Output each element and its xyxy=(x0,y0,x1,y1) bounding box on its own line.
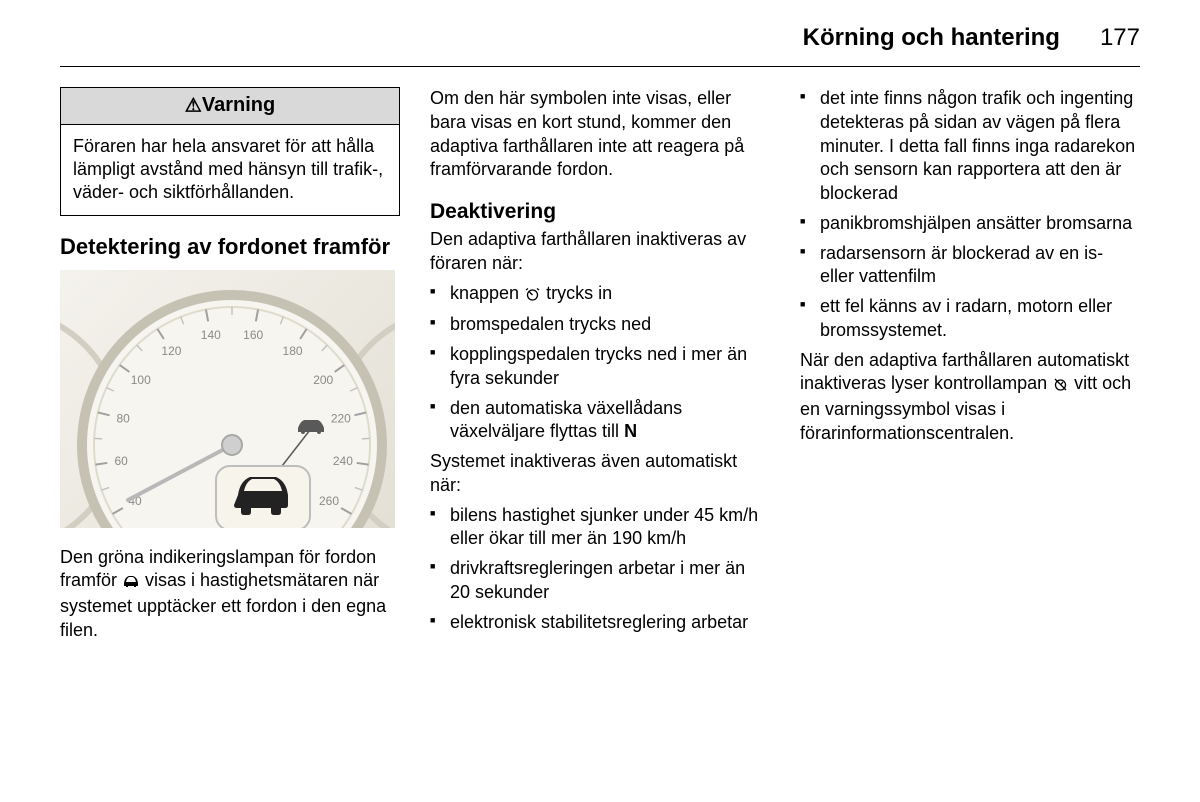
list-item: knappen trycks in xyxy=(430,282,770,308)
li3: kopplingspedalen trycks ned i mer än fyr… xyxy=(450,344,747,388)
list-item: radarsensorn är blockerad av en is- elle… xyxy=(800,242,1140,290)
warning-heading: ⚠Varning xyxy=(60,87,400,124)
section-title: Detektering av fordonet framför xyxy=(60,234,400,260)
warning-box: ⚠Varning Föraren har hela ansvaret för a… xyxy=(60,87,400,216)
list-item: bilens hastighet sjunker under 45 km/h e… xyxy=(430,504,770,552)
column-1: ⚠Varning Föraren har hela ansvaret för a… xyxy=(60,87,400,649)
svg-text:140: 140 xyxy=(201,328,221,342)
deactivation-list-1: knappen trycks in bromspedalen trycks ne… xyxy=(430,282,770,445)
svg-text:160: 160 xyxy=(243,328,263,342)
list-item: kopplingspedalen trycks ned i mer än fyr… xyxy=(430,343,770,391)
svg-text:200: 200 xyxy=(313,373,333,387)
deactivation-list-3: det inte finns någon trafik och ingentin… xyxy=(800,87,1140,343)
svg-text:120: 120 xyxy=(161,343,181,357)
page-number: 177 xyxy=(1100,24,1140,52)
list-item: den automatiska växellådans växelväljare… xyxy=(430,397,770,445)
col2-mid: Systemet inaktiveras även automatiskt nä… xyxy=(430,450,770,498)
svg-text:220: 220 xyxy=(331,411,351,425)
deactivation-heading: Deaktivering xyxy=(430,200,770,224)
svg-text:240: 240 xyxy=(333,454,353,468)
svg-text:100: 100 xyxy=(131,373,151,387)
car-ahead-icon xyxy=(122,571,140,595)
deactivation-list-2: bilens hastighet sjunker under 45 km/h e… xyxy=(430,504,770,635)
content-columns: ⚠Varning Föraren har hela ansvaret för a… xyxy=(60,87,1140,649)
svg-text:80: 80 xyxy=(116,411,130,425)
deactivation-lead: Den adaptiva farthållaren inaktiveras av… xyxy=(430,228,770,276)
svg-text:260: 260 xyxy=(319,494,339,508)
column-3: det inte finns någon trafik och ingentin… xyxy=(800,87,1140,649)
svg-text:60: 60 xyxy=(114,454,128,468)
li1-pre: knappen xyxy=(450,283,524,303)
list-item: bromspedalen trycks ned xyxy=(430,313,770,337)
li2: bromspedalen trycks ned xyxy=(450,314,651,334)
warning-heading-text: Varning xyxy=(202,94,275,116)
li1-post: trycks in xyxy=(541,283,612,303)
list-item: ett fel känns av i radarn, motorn eller … xyxy=(800,295,1140,343)
li4-pre: den automatiska växellådans växelväljare… xyxy=(450,398,682,442)
warning-body: Föraren har hela ansvaret för att hålla … xyxy=(60,124,400,216)
list-item: det inte finns någon trafik och ingentin… xyxy=(800,87,1140,206)
list-item: drivkraftsregleringen arbetar i mer än 2… xyxy=(430,557,770,605)
cruise-lamp-icon xyxy=(1052,374,1069,398)
caption-paragraph: Den gröna indikeringslampan för fordon f… xyxy=(60,546,400,643)
list-item: elektronisk stabilitetsreglering arbetar xyxy=(430,611,770,635)
warning-triangle-icon: ⚠ xyxy=(185,96,202,117)
page-header: Körning och hantering 177 xyxy=(60,24,1140,67)
cruise-button-icon xyxy=(524,284,541,308)
header-title: Körning och hantering xyxy=(803,24,1060,52)
col3-tail: När den adaptiva farthållaren automatisk… xyxy=(800,349,1140,446)
column-2: Om den här symbolen inte visas, eller ba… xyxy=(430,87,770,649)
speedometer-image: 406080100120140160180200220240260 xyxy=(60,270,395,528)
svg-text:180: 180 xyxy=(283,343,303,357)
col2-intro: Om den här symbolen inte visas, eller ba… xyxy=(430,87,770,182)
li4-bold: N xyxy=(624,421,637,441)
list-item: panikbromshjälpen ansätter bromsarna xyxy=(800,212,1140,236)
